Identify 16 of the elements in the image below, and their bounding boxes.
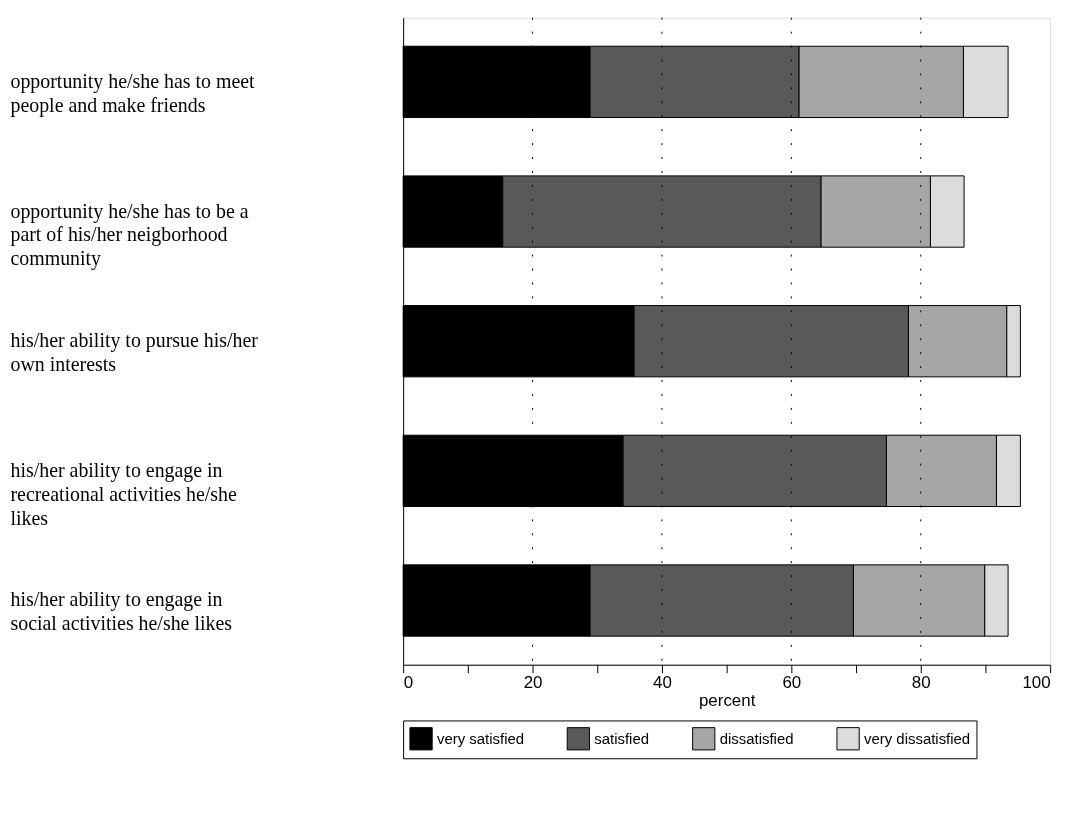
legend-label: very dissatisfied (864, 729, 971, 747)
x-tick-label: 20 (523, 673, 543, 693)
x-tick-label: 60 (782, 673, 802, 693)
y-tick-label: his/her ability to engage in recreational activities he/she likes (10, 458, 238, 529)
y-tick-label: his/her ability to engage in social activities he/she likes (10, 588, 233, 635)
legend-label: satisfied (594, 729, 649, 747)
y-tick-label: opportunity he/she has to be a part of his/her neigborhood community (10, 199, 249, 271)
y-tick-label: opportunity he/she has to meet people and make friends (10, 69, 256, 117)
x-tick-label: 0 (403, 673, 414, 693)
x-tick-label: 100 (1022, 673, 1051, 693)
y-tick-label: his/her ability to pursue his/her own interests (10, 329, 259, 376)
legend-label: very satisfied (436, 729, 525, 747)
x-tick-label: 40 (653, 673, 672, 693)
x-tick-label: 80 (911, 673, 931, 693)
legend-label: dissatisfied (719, 729, 794, 747)
x-axis-title: percent (698, 691, 756, 711)
